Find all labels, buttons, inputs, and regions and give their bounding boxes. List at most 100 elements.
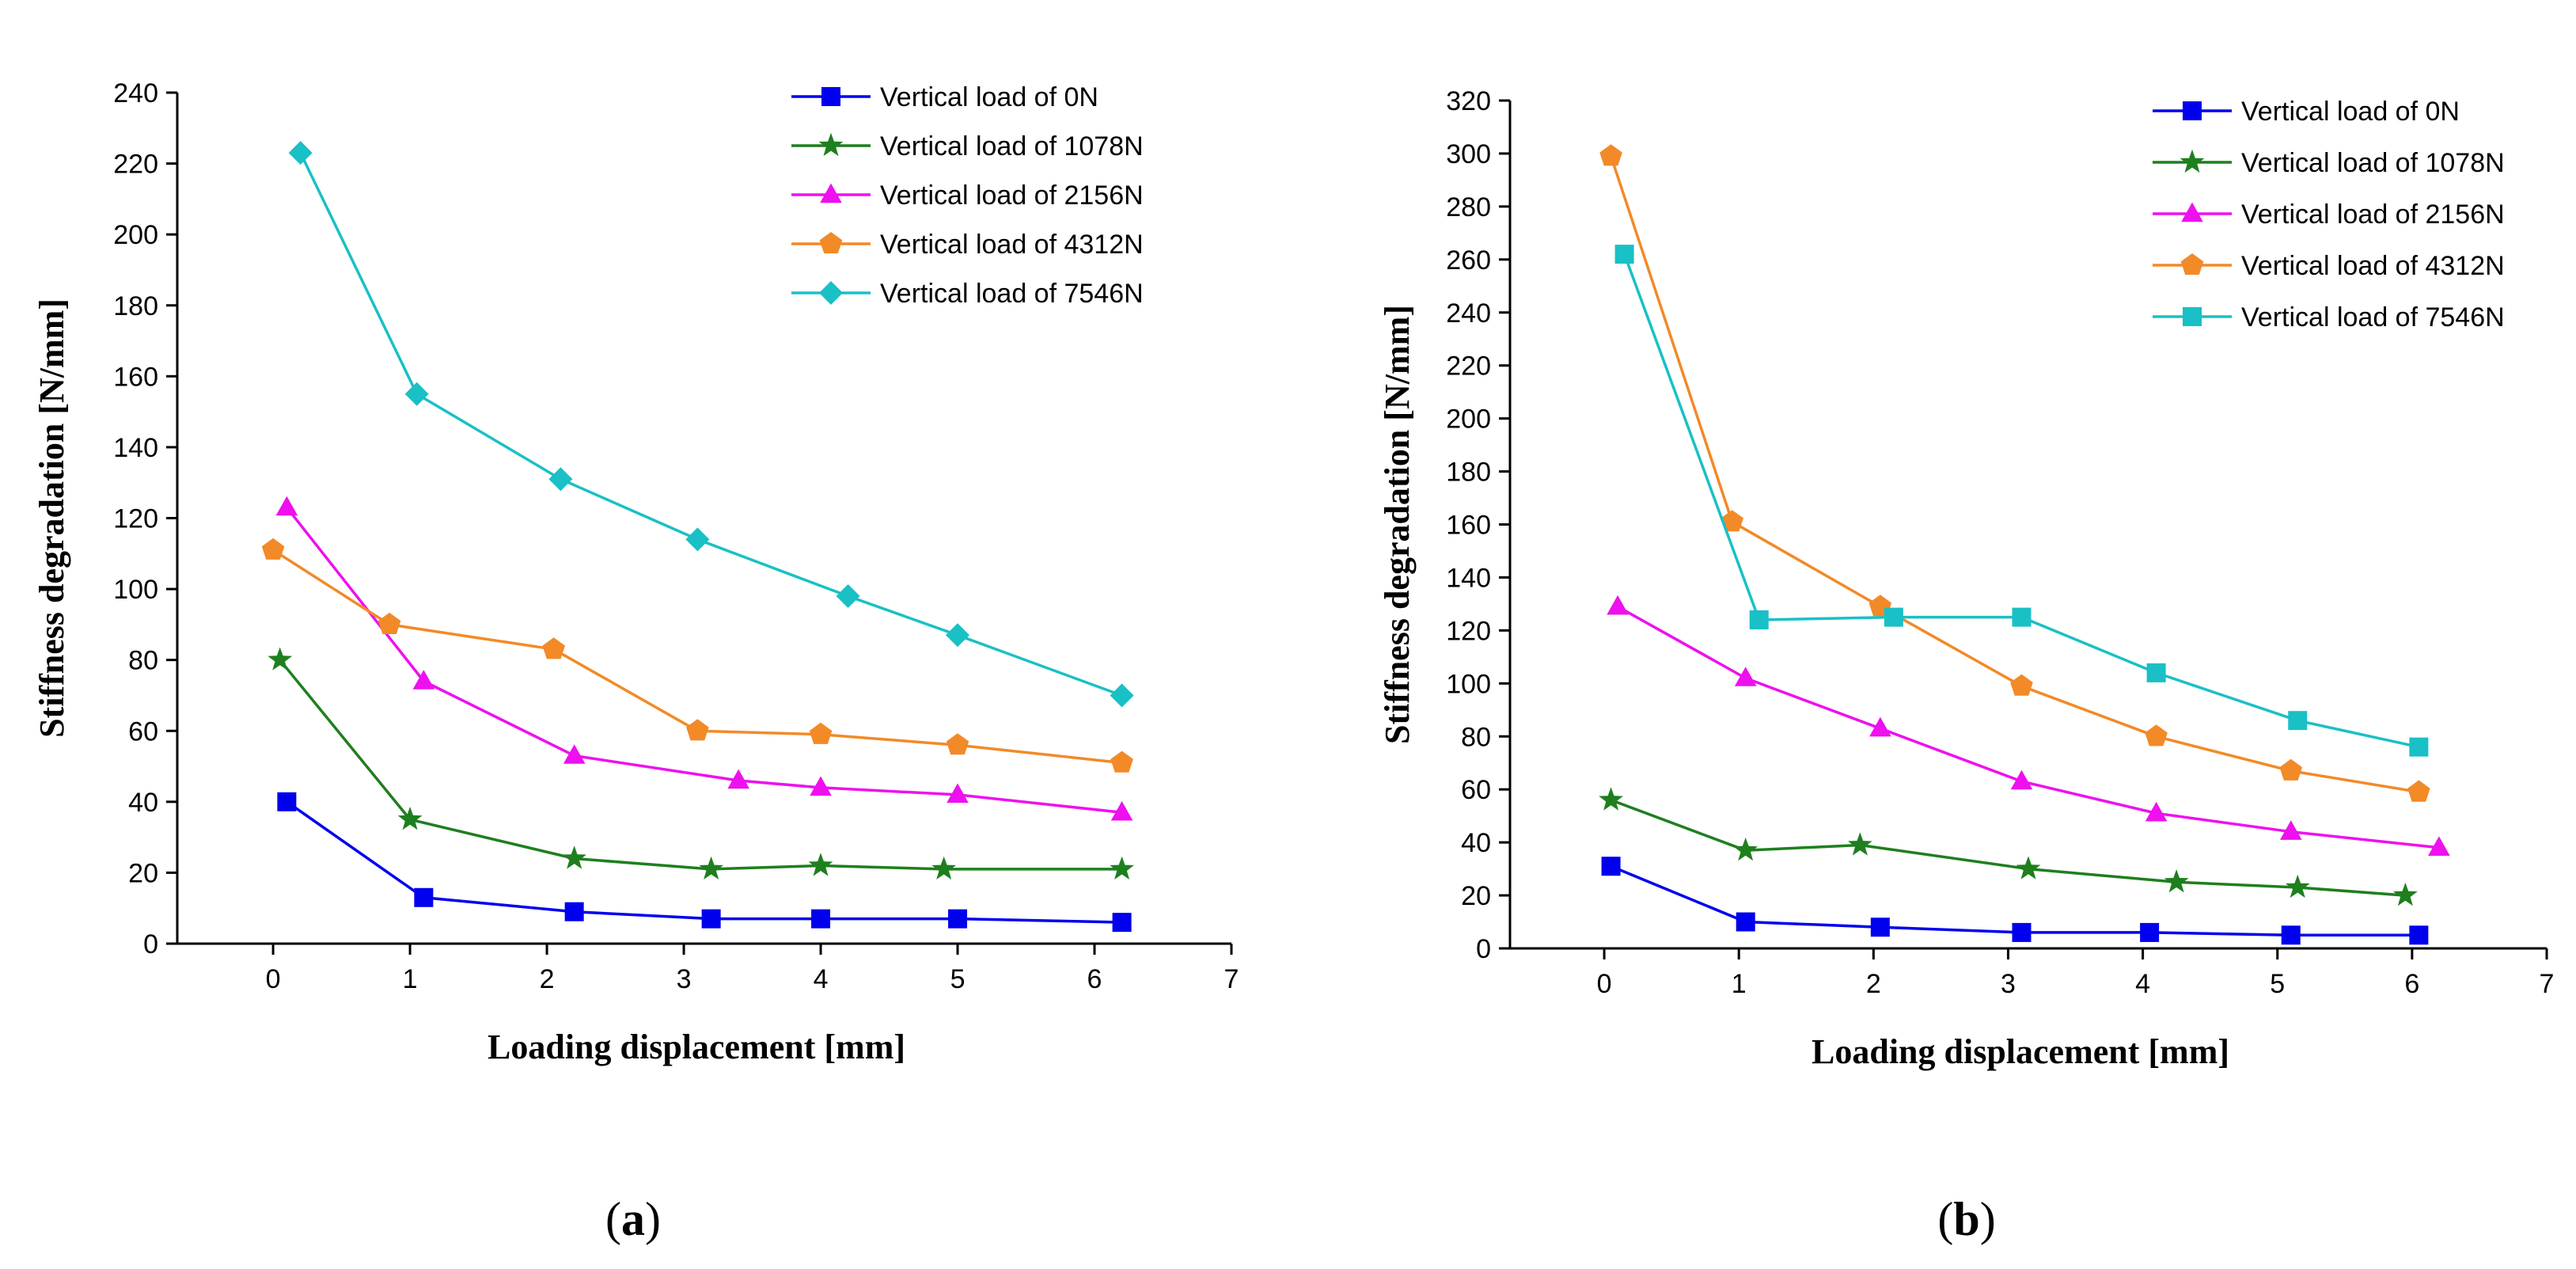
legend-item-vertical-load-of-7546n-label: Vertical load of 7546N — [2241, 302, 2505, 332]
chart-panel-b: 0204060801001201401601802002202402602803… — [1378, 86, 2554, 1071]
series-vertical-load-of-4312n-point — [2145, 724, 2168, 747]
y-axis-title-a: Stiffness degradation [N/mm] — [32, 298, 71, 738]
legend-item-vertical-load-of-0n-marker — [821, 87, 840, 106]
y-tick-label: 160 — [113, 362, 158, 392]
legend-item-vertical-load-of-4312n-marker — [819, 232, 843, 254]
series-vertical-load-of-0n-point — [2409, 925, 2429, 945]
series-vertical-load-of-1078n-line — [1610, 798, 2406, 897]
series-vertical-load-of-0n-point — [2281, 925, 2301, 945]
series-vertical-load-of-4312n-point — [542, 637, 565, 659]
legend-item-vertical-load-of-7546n-marker — [819, 281, 843, 305]
x-tick-label: 2 — [540, 964, 555, 994]
legend-item-vertical-load-of-4312n-label: Vertical load of 4312N — [2241, 251, 2505, 281]
y-tick-label: 60 — [128, 716, 158, 747]
series-vertical-load-of-1078n-point — [1110, 856, 1134, 880]
series-vertical-load-of-4312n-point — [2010, 674, 2033, 696]
series-vertical-load-of-2156n-point — [2280, 820, 2302, 840]
series-vertical-load-of-2156n-point — [1734, 667, 1757, 686]
caption-a-letter: a — [621, 1193, 645, 1245]
series-vertical-load-of-1078n-point — [1847, 832, 1872, 856]
y-tick-label: 260 — [1446, 245, 1491, 275]
series-vertical-load-of-7546n-point — [836, 584, 860, 608]
y-tick-label: 220 — [1446, 351, 1491, 382]
series-vertical-load-of-1078n-line — [279, 659, 1122, 871]
series-vertical-load-of-1078n-point — [931, 856, 957, 880]
x-tick-label: 7 — [1224, 964, 1239, 994]
y-axis-title-b: Stiffness degradation [N/mm] — [1378, 305, 1417, 744]
y-tick-label: 180 — [113, 291, 158, 321]
x-tick-label: 2 — [1866, 969, 1881, 999]
series-vertical-load-of-2156n-point — [563, 744, 586, 764]
x-axis-title-b: Loading displacement [mm] — [1812, 1032, 2229, 1071]
y-tick-label: 20 — [128, 858, 158, 888]
y-tick-label: 120 — [1446, 616, 1491, 646]
series-vertical-load-of-2156n-point — [2145, 801, 2168, 822]
series-vertical-load-of-1078n-point — [562, 845, 587, 869]
y-tick-label: 120 — [113, 504, 158, 534]
series-vertical-load-of-1078n-point — [699, 856, 724, 880]
series-vertical-load-of-2156n-point — [412, 670, 435, 690]
chart-panel-a: 0 20 40 60 80 100 120 140 160 180 200 220 240 0 1 2 3 4 5 6… — [32, 78, 1239, 1066]
y-tick-label: 240 — [113, 78, 158, 108]
y-tick-label: 0 — [1476, 934, 1491, 964]
series-vertical-load-of-4312n-point — [809, 722, 833, 744]
x-tick-label: 4 — [2135, 969, 2150, 999]
series-vertical-load-of-1078n-point — [267, 647, 293, 671]
series-vertical-load-of-7546n-point — [1110, 683, 1134, 708]
legend-item-vertical-load-of-1078n-label: Vertical load of 1078N — [2241, 148, 2505, 178]
series-vertical-load-of-0n-point — [414, 887, 434, 907]
x-tick-label: 6 — [2404, 969, 2419, 999]
series-vertical-load-of-4312n-point — [1720, 510, 1743, 532]
y-tick-label: 80 — [128, 646, 158, 676]
panel-caption-b: (b) — [1937, 1193, 1995, 1245]
legend-item-vertical-load-of-2156n-label: Vertical load of 2156N — [880, 180, 1144, 211]
series-vertical-load-of-0n-point — [2012, 922, 2032, 942]
series-vertical-load-of-7546n-point — [548, 467, 573, 492]
legend-item-vertical-load-of-0n-label: Vertical load of 0N — [880, 82, 1098, 112]
series-vertical-load-of-7546n-point — [1749, 610, 1769, 629]
y-tick-label: 100 — [113, 575, 158, 605]
y-tick-label: 40 — [128, 788, 158, 818]
y-tick-label: 200 — [1446, 405, 1491, 435]
series-vertical-load-of-2156n-point — [1869, 716, 1891, 737]
y-tick-label: 40 — [1461, 828, 1491, 858]
series-vertical-load-of-7546n-point — [946, 623, 969, 648]
series-vertical-load-of-7546n-point — [2012, 607, 2032, 627]
y-tick-label: 280 — [1446, 192, 1491, 222]
y-tick-label: 0 — [143, 929, 158, 959]
series-vertical-load-of-2156n-point — [947, 783, 969, 804]
series-vertical-load-of-7546n-point — [404, 382, 429, 406]
series-vertical-load-of-1078n-point — [2164, 869, 2189, 893]
x-axis-title-a: Loading displacement [mm] — [488, 1028, 905, 1066]
series-vertical-load-of-1078n-point — [2016, 856, 2041, 880]
x-tick-label: 5 — [950, 964, 966, 994]
legend-item-vertical-load-of-1078n-marker — [818, 132, 844, 157]
series-vertical-load-of-4312n-point — [1599, 144, 1622, 166]
x-tick-label: 3 — [677, 964, 692, 994]
legend-item-vertical-load-of-7546n-marker — [2183, 307, 2202, 326]
series-vertical-load-of-2156n-line — [286, 507, 1122, 815]
series-vertical-load-of-0n-point — [277, 792, 297, 811]
legend-item-vertical-load-of-7546n-label: Vertical load of 7546N — [880, 279, 1144, 309]
y-tick-label: 100 — [1446, 669, 1491, 699]
series-vertical-load-of-2156n-point — [810, 776, 832, 796]
series-vertical-load-of-2156n-point — [727, 769, 749, 789]
x-tick-label: 0 — [1597, 969, 1612, 999]
series-vertical-load-of-1078n-point — [2285, 874, 2310, 899]
x-tick-label: 3 — [2001, 969, 2016, 999]
series-vertical-load-of-0n-point — [811, 909, 831, 929]
series-vertical-load-of-4312n-point — [1110, 750, 1133, 773]
series-vertical-load-of-0n-point — [701, 909, 721, 929]
y-tick-label: 180 — [1446, 458, 1491, 488]
series-vertical-load-of-4312n-point — [377, 612, 401, 634]
series-vertical-load-of-7546n-point — [685, 527, 710, 552]
series-vertical-load-of-7546n-point — [2409, 737, 2429, 757]
legend-item-vertical-load-of-4312n-marker — [2180, 253, 2204, 275]
series-vertical-load-of-7546n-point — [1884, 607, 1903, 627]
series-vertical-load-of-4312n-point — [2279, 758, 2302, 781]
x-tick-label: 6 — [1087, 964, 1102, 994]
series-vertical-load-of-0n-point — [1736, 912, 1755, 932]
panel-caption-a: (a) — [605, 1193, 661, 1245]
y-tick-label: 220 — [113, 150, 158, 180]
series-vertical-load-of-1078n-point — [808, 853, 833, 876]
